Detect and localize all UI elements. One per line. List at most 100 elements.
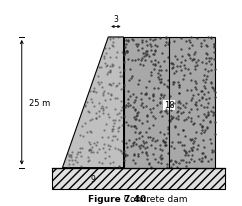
Point [106,136,110,139]
Point [139,59,143,62]
Point [106,144,110,147]
Point [212,150,215,153]
Point [213,121,217,124]
Point [194,131,198,134]
Point [203,68,207,71]
Point [165,85,169,88]
Point [140,121,144,125]
Point [207,97,211,100]
Point [164,37,168,40]
Point [78,147,82,150]
Point [206,159,210,163]
Point [184,41,188,44]
Point [148,163,151,166]
Point [141,39,144,43]
Point [152,87,156,90]
Point [212,91,216,94]
Point [153,64,157,68]
Point [165,112,169,115]
Point [204,57,208,60]
Point [110,63,113,66]
Point [115,113,119,116]
Point [134,43,138,46]
Point [202,113,206,116]
Point [153,157,157,161]
Point [209,57,213,61]
Point [182,129,185,132]
Point [128,95,132,98]
Point [200,124,204,128]
Point [147,162,151,165]
Point [107,155,111,158]
Point [107,116,111,119]
Point [182,64,186,67]
Point [113,146,117,150]
Point [187,116,190,119]
Point [87,140,91,144]
Point [141,64,145,68]
Point [200,156,204,159]
Point [94,91,98,94]
Point [212,51,216,55]
Point [129,144,133,148]
Point [200,152,204,155]
Point [177,162,181,165]
Point [187,111,191,114]
Point [150,49,153,53]
Point [210,82,213,85]
Point [202,85,206,88]
Point [152,68,156,71]
Point [158,37,162,40]
Point [133,99,136,102]
Point [144,92,148,96]
Point [134,115,138,118]
Point [178,141,182,144]
Point [193,80,197,83]
Point [125,146,129,149]
Point [111,64,115,68]
Point [135,112,139,115]
Point [131,142,135,145]
Point [200,97,204,100]
Point [169,62,173,65]
Point [160,114,164,118]
Point [155,104,159,107]
Point [186,68,190,72]
Point [203,81,207,85]
Point [180,143,184,147]
Point [179,112,182,115]
Point [176,118,180,121]
Point [140,101,144,105]
Point [182,119,186,123]
Point [164,37,168,40]
Point [208,120,212,123]
Point [115,51,119,55]
Point [180,55,184,58]
Point [203,156,207,159]
Point [173,160,177,163]
Point [123,155,127,158]
Point [158,96,162,100]
Point [138,63,142,66]
Point [158,147,162,151]
Point [172,40,176,43]
Point [195,108,199,111]
Point [122,159,126,162]
Point [177,162,181,165]
Point [160,149,164,152]
Point [196,59,199,62]
Point [110,84,113,87]
Point [212,89,216,92]
Point [205,75,209,78]
Point [147,80,151,83]
Point [192,54,196,57]
Point [87,159,91,162]
Point [202,93,206,96]
Point [199,160,203,163]
Point [99,81,103,84]
Point [163,110,167,113]
Point [199,45,203,49]
Point [184,150,188,154]
Point [163,141,167,144]
Point [145,153,149,157]
